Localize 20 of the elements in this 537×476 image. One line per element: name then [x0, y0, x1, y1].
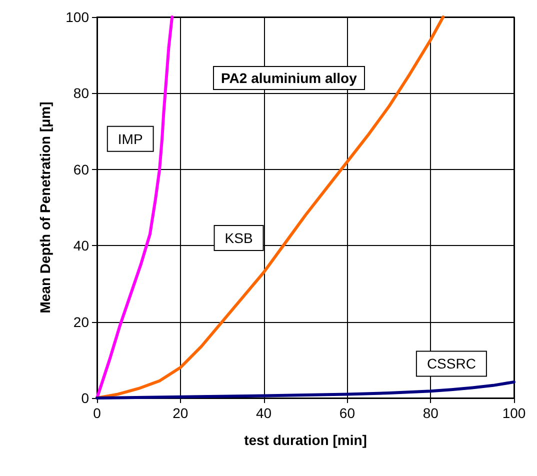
- y-tick-label: 20: [73, 314, 90, 330]
- y-tick-label: 100: [66, 9, 90, 25]
- series-label: IMP: [118, 130, 143, 147]
- x-axis-title: test duration [min]: [244, 432, 367, 448]
- series-label: CSSRC: [426, 356, 476, 372]
- y-tick-label: 0: [81, 390, 90, 406]
- x-tick-label: 100: [502, 405, 526, 421]
- y-tick-label: 80: [73, 85, 90, 102]
- y-tick-label: 60: [73, 161, 90, 178]
- line-series: [96, 380, 516, 400]
- x-tick-label: 0: [93, 405, 102, 421]
- y-axis-title: Mean Depth of Penetration [μm]: [37, 102, 53, 314]
- x-tick-label: 20: [172, 405, 188, 421]
- x-tick-label: 80: [422, 405, 439, 421]
- x-tick-label: 60: [339, 405, 356, 421]
- series-label: KSB: [224, 230, 253, 246]
- y-tick-label: 40: [73, 238, 90, 254]
- x-tick-label: 40: [256, 405, 272, 421]
- text: PA2 aluminium alloy: [221, 70, 358, 86]
- line-series: [96, 16, 174, 400]
